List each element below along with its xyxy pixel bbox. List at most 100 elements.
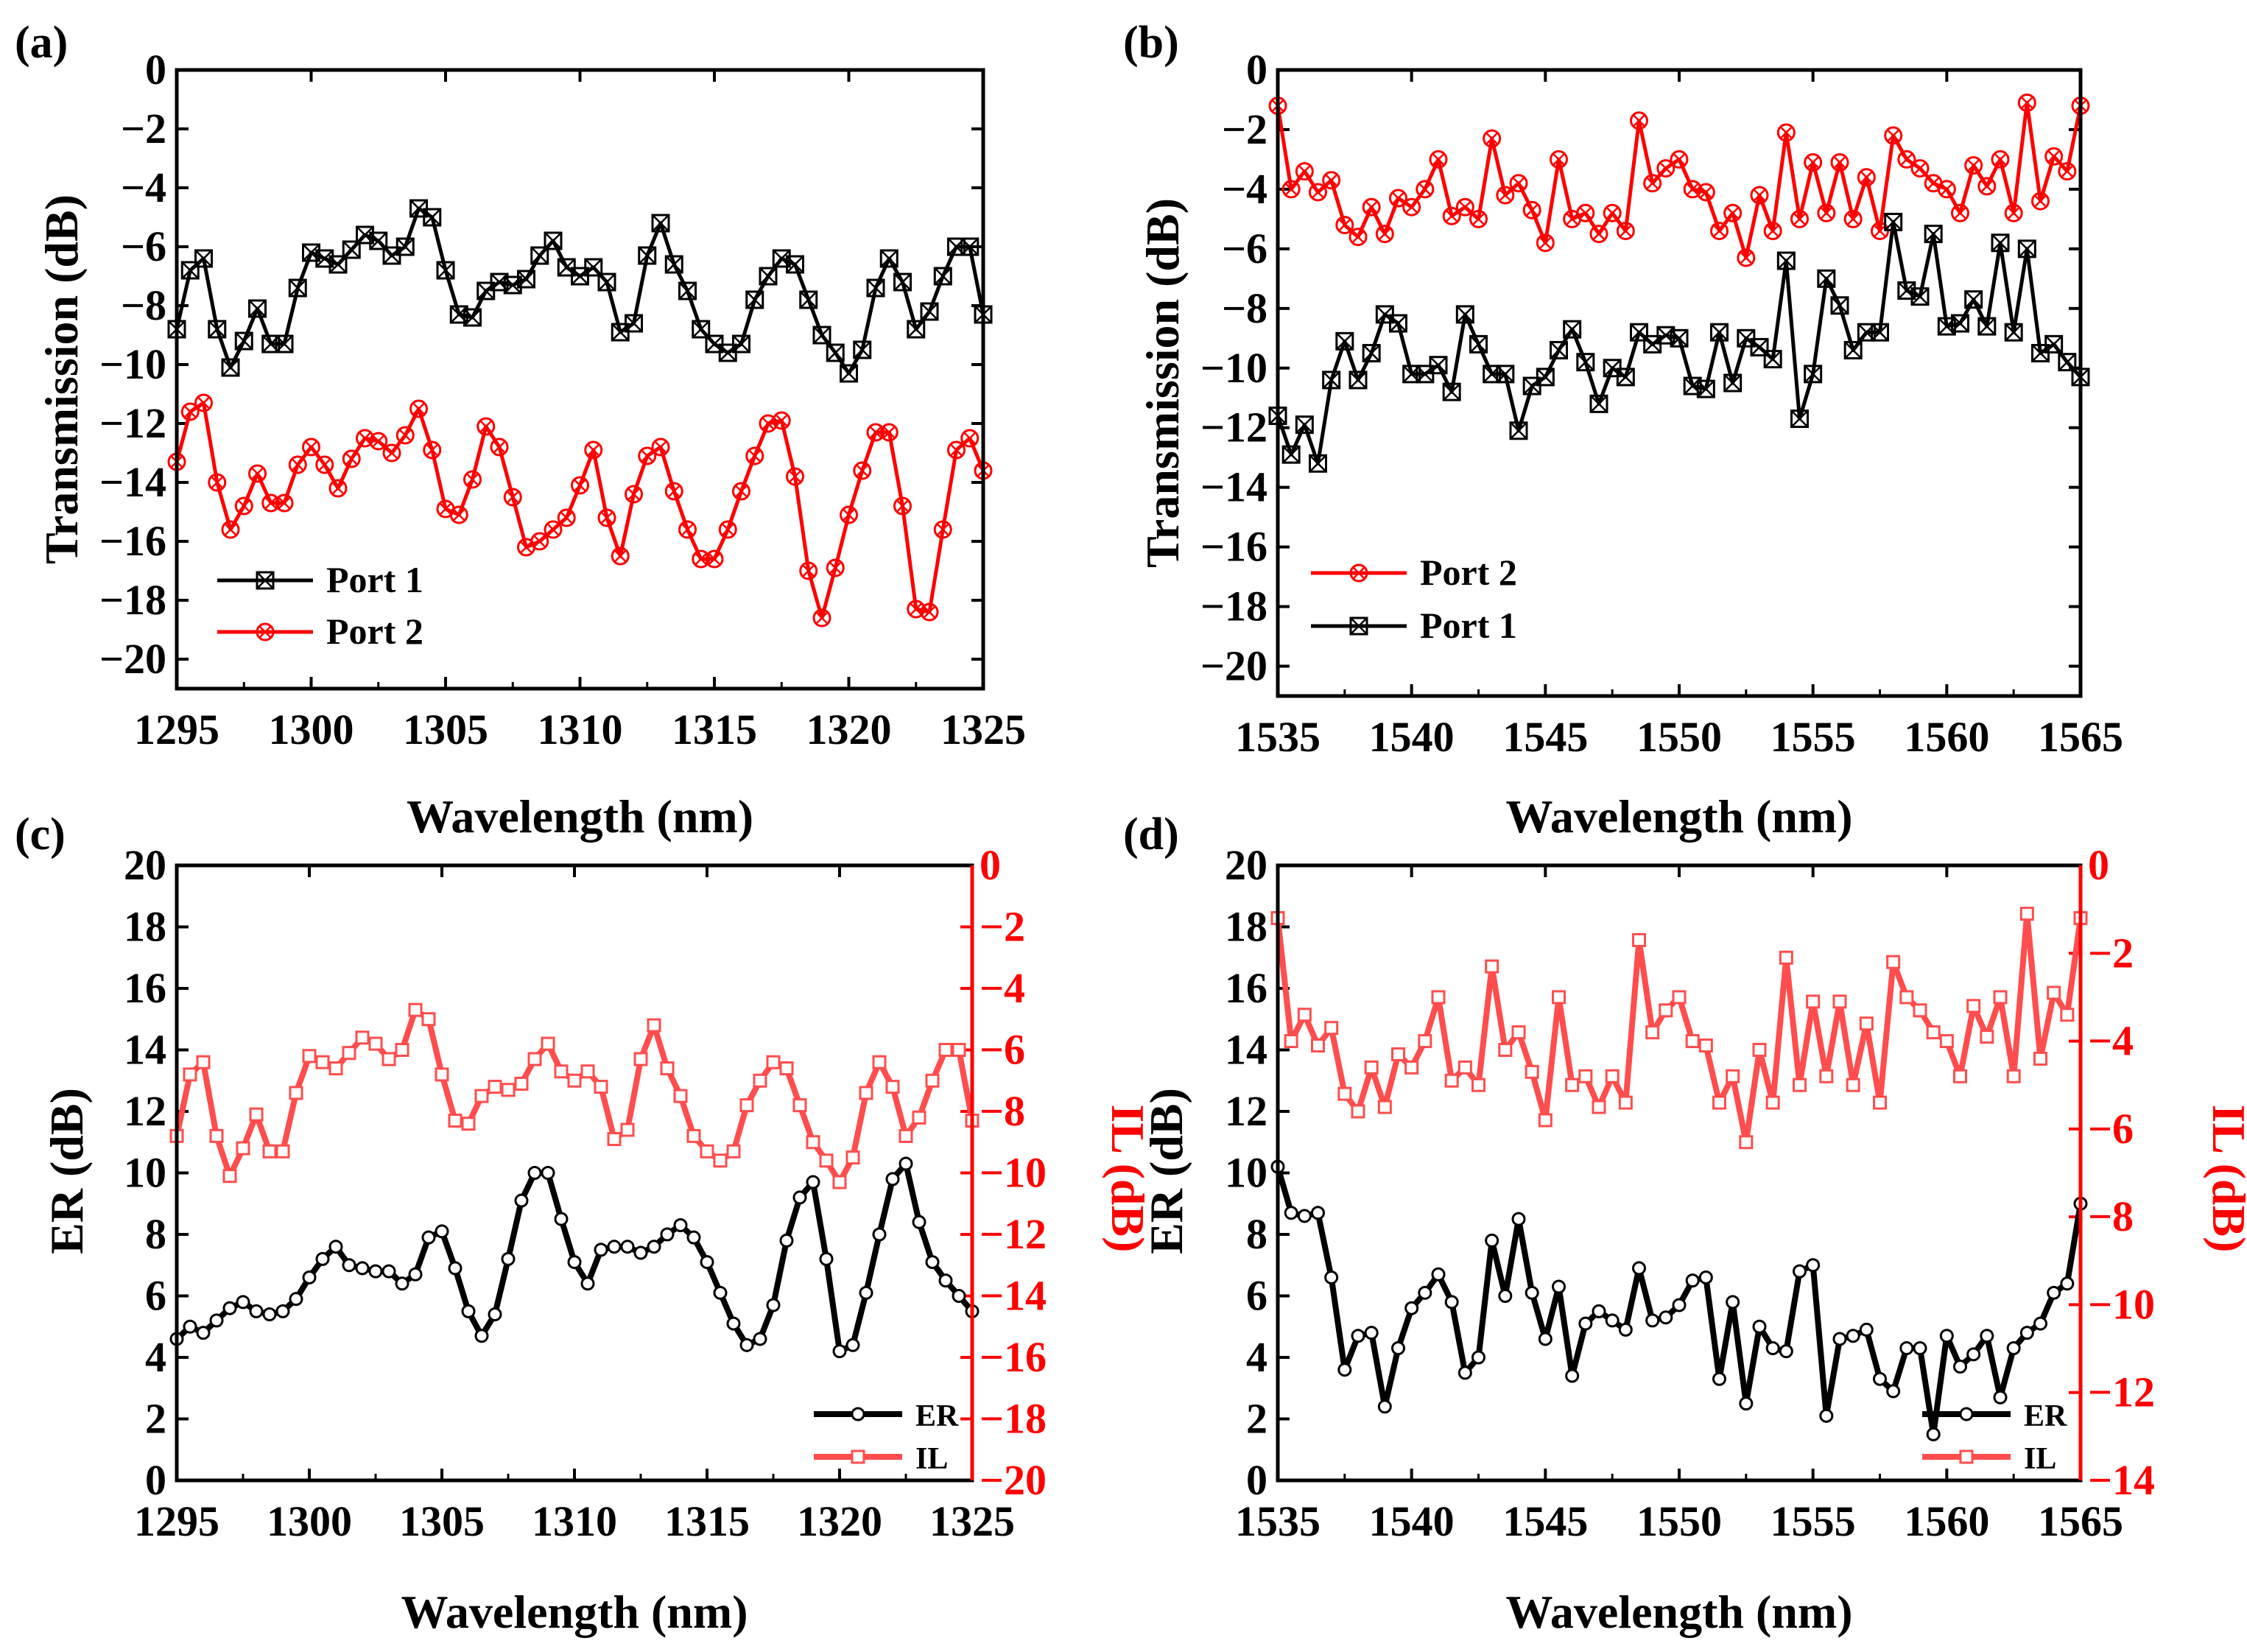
square-x-marker: [1924, 225, 1943, 244]
marker-cross: [2033, 194, 2047, 208]
panel-label: (d): [1123, 809, 1179, 860]
y-axis-title: ER (dB): [1140, 1088, 1192, 1254]
square-x-marker: [1723, 373, 1743, 393]
square-marker: [845, 1150, 860, 1165]
marker-cross: [493, 440, 506, 454]
square-marker: [1377, 1100, 1392, 1114]
marker-cross: [1443, 383, 1461, 401]
marker-cross: [813, 326, 831, 344]
square-x-marker: [261, 334, 281, 354]
circle-x-marker: [2031, 191, 2050, 211]
marker-cross: [788, 470, 802, 483]
square-marker: [461, 1117, 476, 1131]
square-x-marker: [625, 314, 643, 333]
circle-x-marker: [947, 440, 966, 460]
square-marker: [1886, 955, 1901, 969]
square-marker: [1980, 1030, 1994, 1044]
circle-marker: [554, 1212, 569, 1226]
chart-panel-b: (b) 1535 1540 1545 1550 1555 1560 1565 0 −2 −4 −6 −8…: [1123, 18, 2123, 843]
circle-marker: [1993, 1390, 2008, 1405]
circle-x-marker: [1723, 203, 1743, 222]
square-marker: [1899, 990, 1914, 1005]
y-tick-label: 0: [145, 1456, 166, 1504]
square-x-marker: [2004, 323, 2023, 342]
y-right-axis-title: IL (dB): [1102, 1105, 1154, 1253]
square-x-marker: [2044, 334, 2064, 354]
marker-cross: [1967, 158, 1980, 172]
marker-cross: [641, 449, 654, 463]
circle-x-marker: [1469, 209, 1488, 228]
marker-cross: [318, 458, 331, 471]
circle-x-marker: [1442, 206, 1461, 225]
square-marker: [1959, 1449, 1974, 1464]
square-marker: [1578, 1069, 1593, 1083]
marker-cross: [1833, 155, 1846, 169]
marker-cross: [1779, 126, 1793, 139]
square-x-marker: [1536, 368, 1555, 387]
marker-cross: [1311, 186, 1325, 199]
marker-cross: [1980, 180, 1994, 193]
marker-cross: [1563, 320, 1581, 339]
marker-cross: [1391, 191, 1405, 205]
square-marker: [1819, 1069, 1834, 1083]
square-x-marker: [517, 270, 535, 289]
circle-x-marker: [1295, 162, 1314, 181]
series-markers-port-1: [167, 199, 993, 383]
square-marker: [527, 1052, 542, 1066]
square-marker: [899, 1128, 913, 1143]
circle-marker: [594, 1242, 608, 1257]
square-x-marker: [1295, 415, 1314, 435]
circle-marker: [1698, 1270, 1713, 1284]
circle-x-marker: [1335, 215, 1354, 234]
y-right-tick-label: 0: [2088, 841, 2109, 889]
marker-cross: [1458, 200, 1471, 214]
marker-cross: [936, 523, 949, 536]
square-marker: [514, 1076, 529, 1091]
circle-x-marker: [1910, 159, 1930, 178]
circle-marker: [660, 1227, 675, 1242]
marker-cross: [1552, 152, 1566, 166]
marker-cross: [1900, 152, 1913, 166]
circle-x-marker: [315, 455, 334, 474]
circle-x-marker: [678, 520, 697, 539]
x-axis-title: Wavelength (nm): [401, 1586, 748, 1638]
circle-x-marker: [1603, 203, 1622, 222]
square-marker: [1538, 1113, 1552, 1128]
square-x-marker: [732, 334, 750, 354]
series-markers-port-2: [167, 393, 993, 628]
x-tick-label: 1305: [399, 1497, 485, 1545]
circle-x-marker: [463, 470, 482, 489]
square-x-marker: [1309, 454, 1327, 473]
circle-x-marker: [826, 558, 845, 577]
square-x-marker: [826, 343, 845, 362]
square-marker: [2060, 1008, 2075, 1022]
marker-cross: [235, 332, 253, 350]
circle-marker: [766, 1298, 781, 1312]
square-marker: [952, 1043, 966, 1057]
x-tick-label: 1540: [1369, 1497, 1455, 1545]
marker-cross: [1338, 218, 1351, 232]
square-marker: [1284, 1034, 1298, 1049]
y-right-tick-label: −6: [980, 1026, 1025, 1074]
y-right-axis-title: IL (dB): [2203, 1105, 2247, 1253]
marker-cross: [396, 238, 415, 256]
circle-marker: [1444, 1295, 1459, 1310]
square-marker: [1913, 1003, 1927, 1018]
circle-marker: [289, 1292, 303, 1307]
circle-marker: [249, 1304, 264, 1318]
marker-cross: [1351, 231, 1365, 244]
marker-cross: [224, 523, 237, 536]
circle-x-marker: [584, 440, 603, 460]
circle-marker: [851, 1407, 865, 1421]
circle-x-marker: [651, 437, 670, 457]
circle-marker: [395, 1276, 409, 1291]
circle-x-marker: [2044, 147, 2064, 166]
circle-marker: [739, 1338, 754, 1352]
y-right-tick-label: −14: [2088, 1456, 2155, 1504]
square-x-marker: [1281, 445, 1301, 464]
circle-marker: [342, 1258, 356, 1273]
y-tick-label: 4: [145, 1333, 166, 1381]
x-tick-label: 1315: [672, 706, 757, 753]
circle-x-marker: [1589, 225, 1608, 244]
circle-marker: [2006, 1340, 2021, 1355]
